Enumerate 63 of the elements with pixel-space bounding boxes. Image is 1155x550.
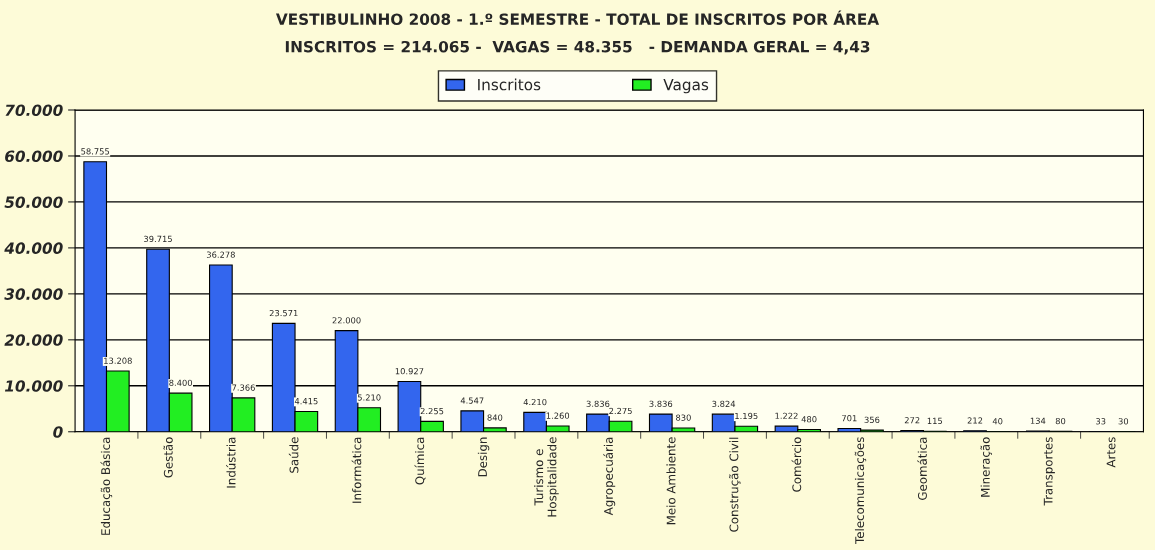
x-tick-label: Construção Civil <box>729 437 741 532</box>
data-label: 39.715 <box>144 235 172 243</box>
y-tick-label: 40.000 <box>4 242 63 254</box>
x-tick-label: Gestão <box>163 437 173 478</box>
data-label: 4.547 <box>460 397 484 404</box>
y-tick-label: 50.000 <box>4 196 63 208</box>
chart-subtitle: INSCRITOS = 214.065 - VAGAS = 48.355 - DEMANDA GERAL = 4,43 <box>285 40 870 55</box>
x-tick-label: Geomática <box>917 437 927 500</box>
data-label: 5.210 <box>357 394 381 401</box>
y-tick-label: 10.000 <box>4 380 63 392</box>
x-tick-label: Agropecuária <box>603 437 616 516</box>
x-tick-label: Meio Ambiente <box>666 437 676 525</box>
x-tick-label: Química <box>414 437 426 485</box>
x-tick-label: Turismo e Hospitalidade <box>534 437 559 517</box>
data-label: 480 <box>801 416 817 423</box>
data-label: 8.400 <box>169 379 193 386</box>
data-label: 13.208 <box>104 357 132 364</box>
data-label: 2.255 <box>420 407 444 415</box>
data-label: 3.836 <box>586 400 610 407</box>
x-tick-label: Artes <box>1106 437 1116 468</box>
data-label: 134 <box>1030 417 1046 424</box>
data-label: 830 <box>676 414 691 421</box>
data-label: 36.278 <box>206 251 235 258</box>
data-label: 272 <box>904 417 920 424</box>
data-label: 115 <box>927 417 943 425</box>
data-label: 23.571 <box>269 309 298 317</box>
data-label: 58.755 <box>81 148 110 155</box>
data-label: 356 <box>864 416 880 423</box>
data-label: 2.275 <box>609 407 632 415</box>
data-label: 22.000 <box>332 317 361 324</box>
data-label: 30 <box>1118 418 1129 425</box>
data-label: 40 <box>992 418 1003 425</box>
data-label: 1.195 <box>735 412 758 420</box>
legend-label: Vagas <box>663 79 709 94</box>
x-tick-label: Transportes <box>1043 437 1055 506</box>
data-label: 3.836 <box>649 400 673 407</box>
chart-title: VESTIBULINHO 2008 - 1.º SEMESTRE - TOTAL DE INSCRITOS POR ÁREA <box>275 10 880 25</box>
x-tick-label: Mineração <box>980 437 992 497</box>
data-label: 10.927 <box>395 368 424 375</box>
data-label: 701 <box>842 415 857 422</box>
data-label: 33 <box>1096 418 1106 425</box>
data-label: 3.824 <box>712 400 736 407</box>
data-label: 1.260 <box>546 412 570 419</box>
y-tick-label: 20.000 <box>4 334 63 346</box>
data-label: 212 <box>967 417 983 424</box>
x-tick-label: Informática <box>351 437 362 503</box>
x-tick-label: Educação Básica <box>100 437 113 535</box>
x-tick-label: Telecomunicações <box>854 437 867 544</box>
data-label: 4.415 <box>294 398 318 405</box>
y-tick-label: 0 <box>53 426 63 438</box>
data-label: 1.222 <box>775 412 798 419</box>
y-tick-label: 60.000 <box>5 150 63 162</box>
data-label: 4.210 <box>523 398 547 406</box>
x-tick-label: Comércio <box>791 437 802 492</box>
x-tick-label: Saúde <box>288 437 299 473</box>
data-label: 840 <box>487 414 503 421</box>
data-label: 80 <box>1055 417 1066 425</box>
x-tick-label: Indústria <box>226 437 236 488</box>
legend-label: Inscritos <box>478 78 541 91</box>
x-tick-label: Design <box>477 437 490 477</box>
y-tick-label: 30.000 <box>4 288 63 300</box>
y-tick-label: 70.000 <box>5 104 63 117</box>
data-label: 7.366 <box>232 384 255 391</box>
